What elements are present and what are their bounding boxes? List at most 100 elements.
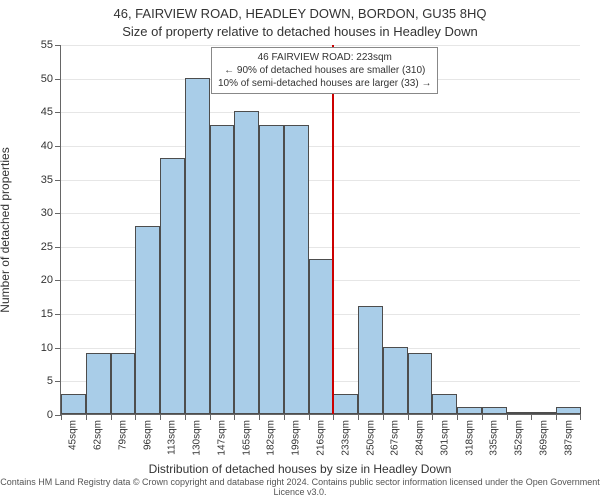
y-tick-label: 25 bbox=[41, 241, 53, 253]
x-tick-label: 45sqm bbox=[68, 420, 79, 450]
histogram-bar bbox=[259, 125, 284, 414]
y-tick-label: 45 bbox=[41, 106, 53, 118]
x-tick-label: 284sqm bbox=[415, 420, 426, 456]
histogram-bar bbox=[185, 78, 210, 414]
x-tick-label: 233sqm bbox=[340, 420, 351, 456]
histogram-bar bbox=[383, 347, 408, 414]
x-tick-label: 250sqm bbox=[365, 420, 376, 456]
x-tick bbox=[408, 414, 409, 420]
x-tick bbox=[358, 414, 359, 420]
x-tick-label: 199sqm bbox=[291, 420, 302, 456]
histogram-bar bbox=[358, 306, 383, 414]
histogram-bar bbox=[284, 125, 309, 414]
gridline bbox=[61, 45, 580, 46]
y-tick bbox=[55, 180, 61, 181]
gridline bbox=[61, 146, 580, 147]
y-tick-label: 55 bbox=[41, 39, 53, 51]
x-tick bbox=[86, 414, 87, 420]
x-tick-label: 369sqm bbox=[538, 420, 549, 456]
x-tick-label: 301sqm bbox=[439, 420, 450, 456]
x-tick bbox=[383, 414, 384, 420]
x-tick bbox=[259, 414, 260, 420]
y-tick-label: 15 bbox=[41, 308, 53, 320]
plot-area: 051015202530354045505545sqm62sqm79sqm96s… bbox=[60, 45, 580, 415]
y-tick-label: 20 bbox=[41, 274, 53, 286]
x-tick bbox=[135, 414, 136, 420]
y-tick-label: 5 bbox=[47, 375, 53, 387]
annotation-box: 46 FAIRVIEW ROAD: 223sqm← 90% of detache… bbox=[211, 47, 438, 94]
histogram-bar bbox=[556, 407, 581, 414]
histogram-bar bbox=[135, 226, 160, 414]
x-tick bbox=[160, 414, 161, 420]
x-tick-label: 62sqm bbox=[93, 420, 104, 450]
histogram-bar bbox=[61, 394, 86, 414]
histogram-bar bbox=[309, 259, 334, 414]
x-tick bbox=[61, 414, 62, 420]
x-tick bbox=[457, 414, 458, 420]
y-axis-label: Number of detached properties bbox=[0, 147, 12, 312]
x-tick-label: 96sqm bbox=[142, 420, 153, 450]
y-tick bbox=[55, 348, 61, 349]
y-tick bbox=[55, 112, 61, 113]
x-tick bbox=[507, 414, 508, 420]
gridline bbox=[61, 180, 580, 181]
histogram-bar bbox=[432, 394, 457, 414]
histogram-bar bbox=[482, 407, 507, 414]
x-tick bbox=[531, 414, 532, 420]
histogram-bar bbox=[531, 412, 556, 414]
histogram-bar bbox=[210, 125, 235, 414]
histogram-bar bbox=[160, 158, 185, 414]
x-tick-label: 130sqm bbox=[192, 420, 203, 456]
x-tick bbox=[556, 414, 557, 420]
x-tick bbox=[111, 414, 112, 420]
chart-subtitle: Size of property relative to detached ho… bbox=[0, 24, 600, 39]
x-tick-label: 165sqm bbox=[241, 420, 252, 456]
x-tick-label: 147sqm bbox=[216, 420, 227, 456]
x-tick bbox=[185, 414, 186, 420]
footer-line: Contains HM Land Registry data © Crown c… bbox=[0, 477, 599, 497]
y-tick bbox=[55, 213, 61, 214]
x-tick-label: 352sqm bbox=[514, 420, 525, 456]
histogram-bar bbox=[234, 111, 259, 414]
histogram-bar bbox=[457, 407, 482, 414]
x-tick bbox=[432, 414, 433, 420]
y-tick-label: 10 bbox=[41, 342, 53, 354]
x-tick bbox=[333, 414, 334, 420]
y-tick-label: 0 bbox=[47, 409, 53, 421]
y-tick bbox=[55, 146, 61, 147]
annotation-line: 10% of semi-detached houses are larger (… bbox=[218, 77, 431, 90]
annotation-line: 46 FAIRVIEW ROAD: 223sqm bbox=[218, 51, 431, 64]
x-tick-label: 182sqm bbox=[266, 420, 277, 456]
gridline bbox=[61, 112, 580, 113]
histogram-bar bbox=[86, 353, 111, 414]
x-axis-label: Distribution of detached houses by size … bbox=[0, 462, 600, 476]
y-tick bbox=[55, 314, 61, 315]
x-tick-label: 79sqm bbox=[117, 420, 128, 450]
x-tick bbox=[309, 414, 310, 420]
x-tick-label: 216sqm bbox=[316, 420, 327, 456]
annotation-line: ← 90% of detached houses are smaller (31… bbox=[218, 64, 431, 77]
x-tick-label: 113sqm bbox=[167, 420, 178, 455]
x-tick bbox=[210, 414, 211, 420]
histogram-bar bbox=[507, 412, 532, 414]
histogram-bar bbox=[408, 353, 433, 414]
x-tick bbox=[580, 414, 581, 420]
y-tick-label: 35 bbox=[41, 174, 53, 186]
histogram-bar bbox=[333, 394, 358, 414]
x-tick-label: 318sqm bbox=[464, 420, 475, 456]
x-tick bbox=[284, 414, 285, 420]
y-tick bbox=[55, 79, 61, 80]
chart-title: 46, FAIRVIEW ROAD, HEADLEY DOWN, BORDON,… bbox=[0, 6, 600, 21]
footer-note: Contains HM Land Registry data © Crown c… bbox=[0, 478, 600, 498]
y-tick bbox=[55, 280, 61, 281]
x-tick bbox=[482, 414, 483, 420]
y-tick bbox=[55, 381, 61, 382]
x-tick-label: 267sqm bbox=[390, 420, 401, 456]
y-tick bbox=[55, 247, 61, 248]
y-tick-label: 40 bbox=[41, 140, 53, 152]
y-tick bbox=[55, 45, 61, 46]
x-tick-label: 387sqm bbox=[563, 420, 574, 456]
chart-container: 46, FAIRVIEW ROAD, HEADLEY DOWN, BORDON,… bbox=[0, 0, 600, 500]
histogram-bar bbox=[111, 353, 136, 414]
x-tick bbox=[234, 414, 235, 420]
